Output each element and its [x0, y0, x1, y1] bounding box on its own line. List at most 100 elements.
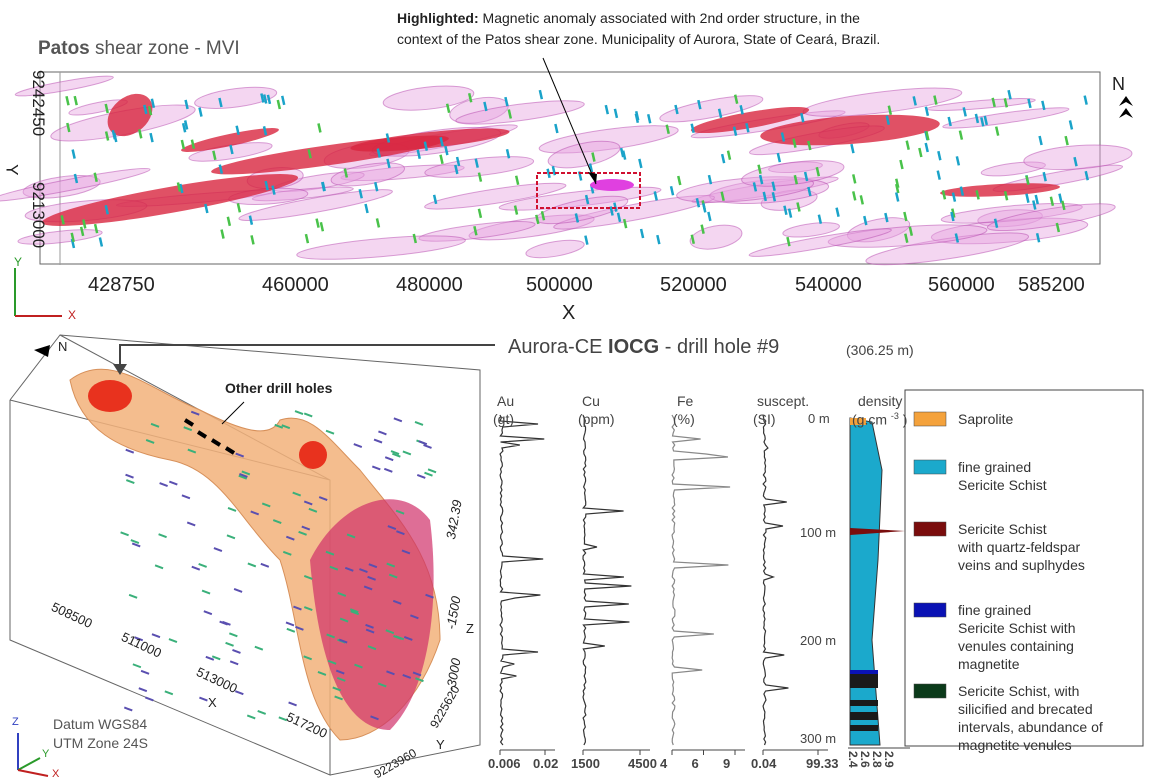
vector: [538, 89, 544, 100]
vector: [951, 208, 956, 218]
vector: [792, 138, 797, 148]
vector: [272, 519, 282, 524]
x-tick-label: 540000: [795, 274, 862, 296]
vector: [184, 99, 189, 110]
vector: [354, 663, 363, 669]
vector: [104, 103, 109, 114]
vector: [159, 482, 168, 488]
vector: [1055, 222, 1061, 233]
x-tick-label: 428750: [88, 274, 155, 296]
vector: [191, 565, 201, 571]
legend-swatch: [913, 411, 947, 427]
vector: [669, 185, 675, 196]
vector: [1083, 95, 1088, 105]
vector: [203, 610, 213, 616]
vector: [378, 430, 387, 436]
leader-head: [113, 364, 127, 375]
depth-label: 200 m: [800, 633, 837, 648]
vector: [402, 450, 412, 456]
vector: [483, 101, 488, 112]
vector: [111, 129, 117, 140]
vector: [975, 190, 980, 200]
vector: [149, 132, 154, 143]
pointer-head: [588, 172, 597, 184]
log-header: (gt): [493, 411, 514, 427]
legend-swatch: [913, 521, 947, 537]
vector: [140, 669, 150, 675]
vector: [1007, 89, 1012, 100]
log-title-part: Aurora-CE: [508, 336, 603, 358]
vector: [1073, 156, 1078, 167]
axis-label: Z: [466, 621, 474, 636]
vector: [326, 633, 335, 639]
legend-label: veins and suplhydes: [958, 557, 1085, 573]
vector: [295, 625, 304, 631]
iso-surface: [986, 203, 1116, 232]
vector: [386, 670, 395, 676]
log-tick-label: 99.33: [806, 756, 839, 771]
vector: [707, 211, 712, 222]
vector: [286, 627, 296, 633]
log-header-part: -3: [890, 411, 899, 421]
vector: [303, 655, 313, 661]
vector: [247, 562, 257, 568]
vector: [288, 701, 297, 707]
vector: [852, 191, 857, 201]
log-tick-label: 6: [691, 756, 699, 771]
vector: [246, 714, 256, 720]
vector: [280, 95, 286, 106]
vector: [294, 410, 304, 415]
callout-line: [221, 401, 245, 425]
iso-surface: [525, 239, 585, 259]
vector: [762, 191, 767, 202]
vector: [201, 589, 211, 595]
panel-title: Patos shear zone - MVI: [38, 38, 240, 60]
vector: [262, 94, 268, 104]
log-title-part: IOCG: [608, 336, 660, 358]
vector: [933, 95, 938, 105]
vector: [894, 192, 900, 202]
vector: [690, 234, 695, 245]
vector: [364, 203, 369, 214]
vector: [395, 509, 405, 515]
vector: [416, 149, 421, 159]
vector: [337, 591, 347, 597]
vector: [150, 98, 156, 109]
density-layer: [850, 418, 866, 425]
vector: [807, 186, 812, 197]
vector: [343, 168, 349, 178]
vector: [807, 140, 812, 151]
triad-y: [17, 757, 41, 771]
log-curve: [582, 414, 632, 746]
vector: [396, 530, 405, 536]
vector: [363, 585, 373, 591]
vector: [371, 465, 381, 471]
vector: [334, 695, 343, 701]
iso-surface: [330, 162, 405, 187]
vector: [367, 645, 377, 651]
x-tick-label: 585200: [1018, 274, 1085, 296]
vector: [852, 174, 857, 184]
vector: [418, 440, 428, 446]
vector: [638, 158, 643, 169]
vector: [278, 716, 288, 722]
vector: [1041, 100, 1046, 111]
vector: [584, 235, 589, 245]
iso-surface: [940, 202, 1083, 224]
highlight-text: Highlighted: Magnetic anomaly associated…: [397, 10, 860, 26]
vector: [304, 233, 310, 244]
triad-x: [17, 769, 49, 777]
model-anomaly: [299, 441, 327, 469]
north-label: N: [58, 339, 68, 354]
iso-surface: [17, 229, 103, 245]
vector: [427, 468, 437, 474]
log-header: (g.cm -3 ): [852, 411, 907, 428]
legend-label: magnetite venules: [958, 737, 1072, 753]
vector: [132, 663, 142, 669]
legend-label: Sericite Schist: [958, 521, 1047, 537]
vector: [850, 143, 855, 154]
vector: [204, 203, 209, 214]
drill-hole: [224, 446, 236, 455]
